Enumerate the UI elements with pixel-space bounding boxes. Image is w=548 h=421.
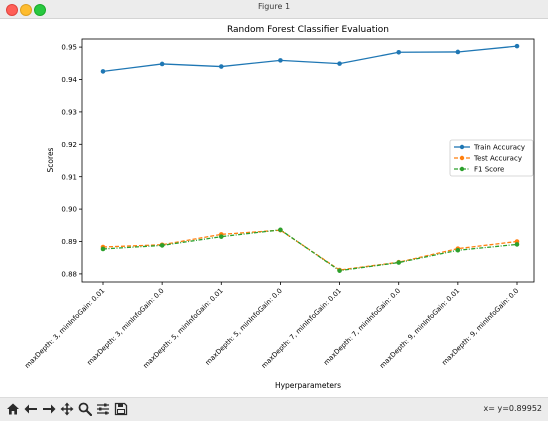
home-button[interactable]	[4, 400, 22, 418]
chart-title: Random Forest Classifier Evaluation	[227, 25, 389, 35]
data-point	[514, 43, 520, 49]
y-tick-label: 0.91	[61, 173, 77, 181]
configure-subplots-icon	[97, 403, 109, 415]
save-button[interactable]	[112, 400, 130, 418]
data-point	[218, 64, 224, 69]
legend-marker	[459, 155, 465, 161]
data-point	[218, 234, 224, 239]
y-tick-label: 0.88	[61, 271, 77, 279]
pan-button[interactable]	[58, 400, 76, 418]
series-line-2	[102, 229, 518, 271]
y-axis-label: Scores	[46, 147, 55, 172]
y-tick-label: 0.92	[61, 141, 77, 149]
data-point	[337, 268, 342, 273]
data-point	[337, 61, 342, 66]
navigation-toolbar: x= y=0.89952	[0, 397, 548, 421]
legend-marker	[459, 144, 465, 150]
data-point	[396, 49, 402, 55]
legend-label: Train Accuracy	[473, 144, 525, 152]
data-point	[159, 243, 165, 248]
forward-button[interactable]	[40, 400, 58, 418]
y-tick-label: 0.95	[61, 44, 77, 52]
close-window-button[interactable]	[6, 4, 18, 16]
data-point	[278, 58, 283, 63]
configure-subplots-button[interactable]	[94, 400, 112, 418]
y-tick-label: 0.90	[61, 206, 77, 214]
y-tick-label: 0.89	[61, 238, 77, 246]
window-title: Figure 1	[257, 2, 291, 11]
data-point	[455, 247, 461, 253]
coordinate-readout: x= y=0.89952	[483, 404, 543, 413]
series-line-1	[102, 45, 518, 73]
series-line-3	[102, 229, 518, 272]
data-point	[159, 61, 165, 67]
maximize-window-button[interactable]	[34, 4, 46, 16]
y-tick-label: 0.94	[61, 76, 77, 84]
y-tick-label: 0.93	[61, 109, 77, 117]
back-button[interactable]	[22, 400, 40, 418]
data-point	[396, 260, 402, 265]
legend-marker	[459, 166, 465, 172]
data-point	[100, 246, 106, 252]
save-icon	[114, 402, 128, 416]
axes-frame	[81, 38, 535, 283]
line-chart: Random Forest Classifier Evaluation Scor…	[23, 25, 535, 390]
title-bar: Figure 1	[0, 0, 548, 19]
forward-arrow-icon	[43, 404, 56, 414]
pan-icon	[60, 402, 74, 416]
home-icon	[7, 403, 19, 415]
legend-label: F1 Score	[474, 166, 504, 174]
figure-canvas[interactable]: Random Forest Classifier Evaluation Scor…	[0, 19, 548, 396]
data-point	[455, 49, 461, 55]
x-axis-label: Hyperparameters	[275, 381, 341, 390]
legend	[449, 139, 534, 177]
data-point	[278, 227, 283, 233]
back-arrow-icon	[24, 404, 37, 414]
data-point	[100, 69, 106, 74]
minimize-window-button[interactable]	[20, 4, 32, 16]
zoom-button[interactable]	[76, 400, 94, 418]
legend-label: Test Accuracy	[473, 155, 522, 163]
data-point	[514, 242, 520, 247]
zoom-icon	[78, 402, 92, 416]
